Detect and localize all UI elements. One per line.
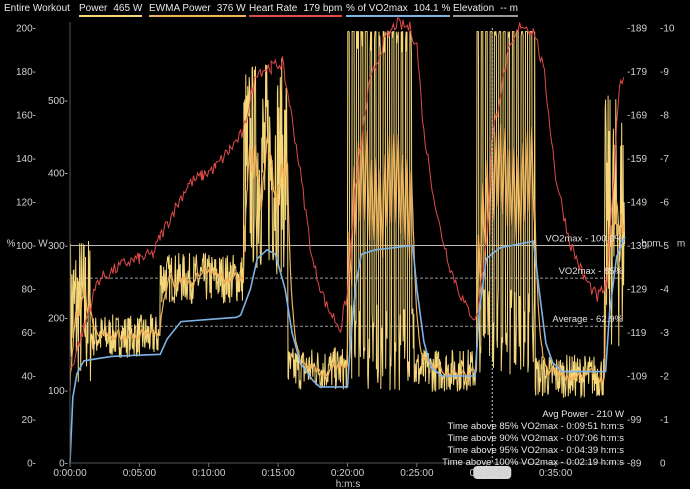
legend-item-power[interactable]: Power 465 W — [79, 3, 143, 17]
summary-line: Time above 95% VO2max - 0:04:39 h:m:s — [447, 445, 624, 456]
left-pct-tick-label: 40- — [22, 372, 36, 383]
summary-line: Avg Power - 210 W — [542, 409, 624, 420]
right-m-tick-label: -3 — [660, 328, 669, 339]
right-bpm-tick-label: -129 — [627, 285, 647, 296]
left-pct-tick-label: 180- — [16, 67, 36, 78]
right-m-tick-label: -7 — [660, 154, 669, 165]
reference-line-label: Average - 62.9% — [552, 314, 623, 325]
left-pct-tick-label: 120- — [16, 198, 36, 209]
x-tick-label: 0:00:00 — [53, 468, 87, 479]
legend-item-heart-rate[interactable]: Heart Rate 179 bpm — [249, 3, 343, 17]
right-m-tick-label: -5 — [660, 241, 669, 252]
reference-line-label: VO2max - 85% — [559, 266, 624, 277]
chart-annotations: VO2max - 100.0% VO2max - 85% Average - 62.… — [442, 28, 624, 479]
workout-range-label[interactable]: Entire Workout — [4, 3, 70, 14]
chart-axes: 0-20-40-60-80-100-120-140-160-180-200-%0… — [7, 22, 685, 489]
left-pct-tick-label: 20- — [22, 415, 36, 426]
chart-series — [69, 17, 626, 464]
right-m-tick-label: 0 — [660, 459, 666, 470]
left-pct-tick-label: 100- — [16, 241, 36, 252]
right-m-axis-label: m — [677, 238, 685, 249]
right-bpm-tick-label: -179 — [627, 67, 647, 78]
legend-bar: Entire Workout Power 465 W EWMA Power 376 … — [0, 0, 690, 20]
right-bpm-axis-label: bpm — [641, 238, 660, 249]
left-w-tick-label: 500- — [48, 96, 68, 107]
x-tick-label: 0:15:00 — [261, 468, 295, 479]
left-w-tick-label: 400- — [48, 169, 68, 180]
reference-line-label: VO2max - 100.0% — [545, 234, 623, 245]
x-tick-label: 0:10:00 — [192, 468, 226, 479]
x-tick-label: 0:35:00 — [539, 468, 573, 479]
right-m-tick-label: -9 — [660, 67, 669, 78]
right-m-tick-label: -2 — [660, 372, 669, 383]
right-bpm-tick-label: -99 — [627, 415, 642, 426]
cursor-time-label: 0:30:26 — [476, 468, 510, 479]
left-w-tick-label: 200- — [48, 314, 68, 325]
left-w-axis-label: W — [38, 238, 48, 249]
heart-rate-line — [69, 17, 625, 370]
right-m-tick-label: -10 — [660, 24, 675, 35]
x-tick-label: 0:05:00 — [123, 468, 157, 479]
left-w-tick-label: 100- — [48, 386, 68, 397]
left-pct-tick-label: 80- — [22, 285, 36, 296]
right-bpm-tick-label: -139 — [627, 241, 647, 252]
x-tick-label: 0:25:00 — [400, 468, 434, 479]
right-bpm-tick-label: -169 — [627, 111, 647, 122]
x-axis-label: h:m:s — [336, 479, 360, 489]
right-bpm-tick-label: -189 — [627, 24, 647, 35]
left-pct-tick-label: 140- — [16, 154, 36, 165]
summary-line: Time above 85% VO2max - 0:09:51 h:m:s — [447, 421, 624, 432]
right-bpm-tick-label: -89 — [627, 459, 642, 470]
right-bpm-tick-label: -149 — [627, 198, 647, 209]
right-m-tick-label: -6 — [660, 198, 669, 209]
summary-line: Time above 90% VO2max - 0:07:06 h:m:s — [447, 433, 624, 444]
right-bpm-tick-label: -109 — [627, 372, 647, 383]
right-m-tick-label: -4 — [660, 285, 669, 296]
cursor-time-badge — [473, 466, 512, 479]
right-m-tick-label: -1 — [660, 415, 669, 426]
x-tick-label: 0:20:00 — [331, 468, 365, 479]
left-w-tick-label: 300- — [48, 241, 68, 252]
right-m-tick-label: -8 — [660, 111, 669, 122]
vo2max-line — [69, 236, 626, 464]
left-pct-axis-label: % — [7, 238, 16, 249]
left-w-tick-label: 0- — [59, 459, 68, 470]
legend-item-elevation[interactable]: Elevation -- m — [453, 3, 518, 17]
ewma-power-line — [69, 124, 626, 391]
right-bpm-tick-label: -119 — [627, 328, 647, 339]
left-pct-tick-label: 0- — [27, 459, 36, 470]
left-pct-tick-label: 60- — [22, 328, 36, 339]
legend-item-vo2max[interactable]: % of VO2max 104.1 % — [346, 3, 451, 17]
right-bpm-tick-label: -159 — [627, 154, 647, 165]
summary-line: Time above 100% VO2max - 0:02:19 h:m:s — [442, 457, 624, 468]
left-pct-tick-label: 200- — [16, 24, 36, 35]
legend-item-ewma-power[interactable]: EWMA Power 376 W — [149, 3, 246, 17]
left-pct-tick-label: 160- — [16, 111, 36, 122]
